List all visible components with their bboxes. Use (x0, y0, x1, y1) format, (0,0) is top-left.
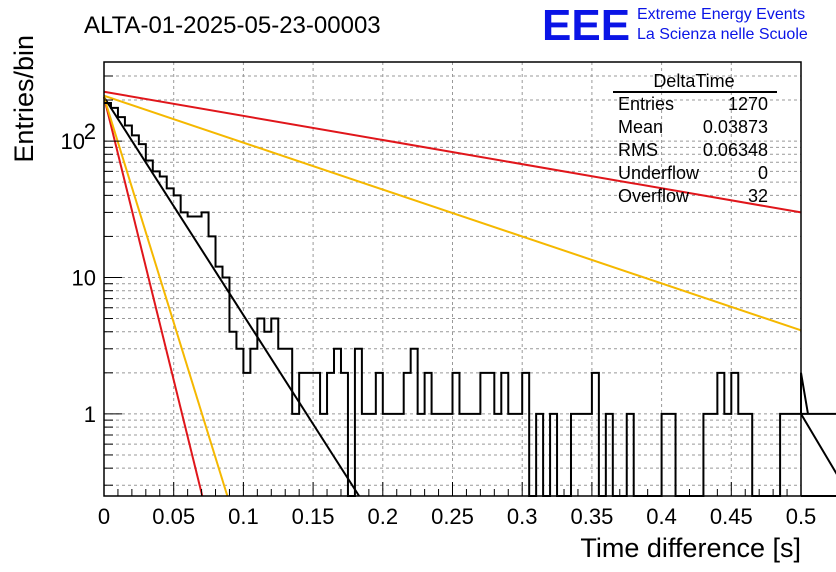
stats-value-mean: 0.03873 (703, 117, 768, 137)
logo-line1: Extreme Energy Events (637, 6, 805, 23)
x-tick-label: 0.45 (710, 504, 753, 529)
fit-line (103, 96, 360, 497)
stats-box: DeltaTime Entries 1270 Mean 0.03873 RMS … (613, 71, 777, 206)
x-tick-label: 0.35 (570, 504, 613, 529)
fit-line (103, 94, 802, 332)
x-tick-label: 0 (98, 504, 110, 529)
x-tick-label: 0.15 (292, 504, 335, 529)
stats-value-underflow: 0 (758, 163, 768, 183)
stats-label-overflow: Overflow (618, 186, 690, 206)
y-tick-label: 1 (84, 402, 96, 427)
y-tick-label: 10 (72, 265, 96, 290)
fit-line (103, 96, 229, 497)
x-tick-label: 0.1 (228, 504, 259, 529)
x-tick-label: 0.25 (431, 504, 474, 529)
x-tick-label: 0.05 (152, 504, 195, 529)
eee-logo: EEE Extreme Energy Events La Scienza nel… (542, 1, 808, 50)
histogram (104, 102, 836, 497)
y-axis-title: Entries/bin (9, 35, 39, 163)
y-tick-label: 10 (61, 129, 85, 154)
stats-label-entries: Entries (618, 94, 674, 114)
chart-title: ALTA-01-2025-05-23-00003 (84, 12, 381, 39)
stats-label-rms: RMS (618, 140, 658, 160)
logo-line2: La Scienza nelle Scuole (637, 26, 808, 43)
grid (104, 62, 801, 496)
fit-line (103, 90, 802, 214)
x-tick-label: 0.3 (507, 504, 538, 529)
fit-line (103, 96, 204, 497)
stats-value-entries: 1270 (728, 94, 768, 114)
x-axis-title: Time difference [s] (580, 533, 801, 563)
x-tick-label: 0.2 (368, 504, 399, 529)
fit-curves (103, 90, 802, 497)
stats-label-mean: Mean (618, 117, 663, 137)
histogram-outline (104, 102, 836, 497)
x-tick-label: 0.4 (646, 504, 677, 529)
stats-title: DeltaTime (653, 71, 734, 91)
stats-value-overflow: 32 (748, 186, 768, 206)
stats-value-rms: 0.06348 (703, 140, 768, 160)
x-tick-label: 0.5 (786, 504, 817, 529)
stats-label-underflow: Underflow (618, 163, 700, 183)
y-tick-exponent: 2 (84, 119, 96, 144)
logo-mark: EEE (542, 1, 630, 50)
axes: 0 0.05 0.1 0.15 0.2 0.25 0.3 0.35 0.4 0.45 0.5 1 10 1… (61, 61, 817, 529)
